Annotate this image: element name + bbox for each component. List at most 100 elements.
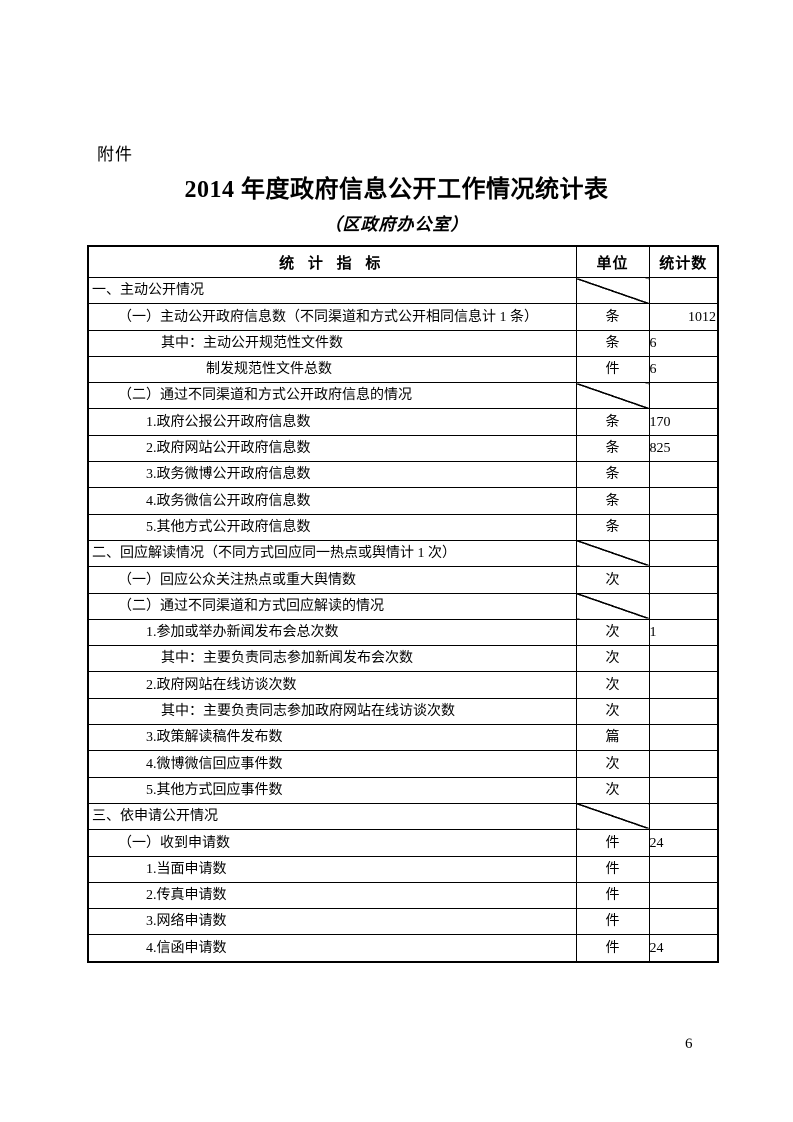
unit-cell: 次 [575,776,650,804]
indicator-cell: （一）收到申请数 [87,829,577,857]
page-title: 2014 年度政府信息公开工作情况统计表 [184,177,609,203]
unit-cell: 条 [575,408,650,436]
table-row: 其中：主要负责同志参加政府网站在线访谈次数 次 [87,697,719,726]
count-cell [648,382,719,410]
indicator-cell: 2.政府网站在线访谈次数 [87,671,577,699]
table-row: 5.其他方式回应事件数 次 [87,776,719,804]
unit-cell: 次 [575,671,650,699]
count-cell: 24 [648,934,719,963]
count-cell: 6 [648,329,719,357]
indicator-cell: 其中：主要负责同志参加新闻发布会次数 [87,645,577,673]
indicator-cell: 一、主动公开情况 [87,276,577,305]
indicator-cell: 制发规范性文件总数 [87,355,577,384]
table-row: 2.传真申请数 件 [87,881,719,910]
unit-cell [575,539,650,568]
count-cell [648,724,719,752]
table-row: 4.政务微信公开政府信息数 条 [87,487,719,515]
unit-cell [575,382,650,410]
table-row: 一、主动公开情况 [87,276,719,305]
table-row: 三、依申请公开情况 [87,802,719,831]
column-header-unit: 单位 [575,245,650,278]
page-number: 6 [685,1036,693,1052]
unit-cell: 件 [575,855,650,883]
indicator-cell: 1.政府公报公开政府信息数 [87,408,577,436]
unit-cell: 次 [575,566,650,594]
count-cell: 1012 [648,303,719,331]
indicator-cell: 2.政府网站公开政府信息数 [87,434,577,463]
table-row: 4.信函申请数 件 24 [87,934,719,963]
table-row: 5.其他方式公开政府信息数 条 [87,513,719,541]
unit-cell: 篇 [575,724,650,752]
indicator-cell: 5.其他方式回应事件数 [87,776,577,804]
table-row: 3.政策解读稿件发布数 篇 [87,724,719,752]
table-row: 其中：主要负责同志参加新闻发布会次数 次 [87,645,719,673]
unit-cell: 条 [575,329,650,357]
unit-cell: 件 [575,355,650,384]
table-row: 3.网络申请数 件 [87,908,719,936]
table-row: 1.当面申请数 件 [87,855,719,883]
count-cell [648,487,719,515]
table-row: 其中：主动公开规范性文件数 条 6 [87,329,719,357]
table-row: 3.政务微博公开政府信息数 条 [87,461,719,489]
indicator-cell: 其中：主要负责同志参加政府网站在线访谈次数 [87,697,577,726]
count-cell [648,750,719,778]
count-cell: 6 [648,355,719,384]
unit-cell: 次 [575,750,650,778]
table-row: （一）收到申请数 件 24 [87,829,719,857]
unit-cell: 条 [575,434,650,463]
unit-cell [575,802,650,831]
count-cell [648,697,719,726]
table-row: （二）通过不同渠道和方式公开政府信息的情况 [87,382,719,410]
indicator-cell: 5.其他方式公开政府信息数 [87,513,577,541]
count-cell [648,802,719,831]
unit-cell: 件 [575,934,650,963]
unit-cell: 条 [575,487,650,515]
table-row: 2.政府网站在线访谈次数 次 [87,671,719,699]
indicator-cell: 4.政务微信公开政府信息数 [87,487,577,515]
table-row: 2.政府网站公开政府信息数 条 825 [87,434,719,463]
indicator-cell: 1.当面申请数 [87,855,577,883]
unit-cell: 件 [575,881,650,910]
indicator-cell: 3.政策解读稿件发布数 [87,724,577,752]
attachment-label: 附件 [97,145,133,164]
count-cell [648,592,719,620]
indicator-cell: 三、依申请公开情况 [87,802,577,831]
table-row: （一）主动公开政府信息数（不同渠道和方式公开相同信息计 1 条） 条 1012 [87,303,719,331]
table-header-row: 统 计 指 标 单位 统计数 [87,245,719,278]
indicator-cell: （一）主动公开政府信息数（不同渠道和方式公开相同信息计 1 条） [87,303,577,331]
count-cell [648,539,719,568]
table-row: （二）通过不同渠道和方式回应解读的情况 [87,592,719,620]
table-row: 1.参加或举办新闻发布会总次数 次 1 [87,618,719,647]
column-header-indicator: 统 计 指 标 [87,245,577,278]
indicator-cell: 4.信函申请数 [87,934,577,963]
table-row: 4.微博微信回应事件数 次 [87,750,719,778]
table-row: 1.政府公报公开政府信息数 条 170 [87,408,719,436]
count-cell: 825 [648,434,719,463]
count-cell [648,908,719,936]
unit-cell [575,592,650,620]
count-cell [648,276,719,305]
count-cell [648,645,719,673]
unit-cell: 次 [575,697,650,726]
indicator-cell: （二）通过不同渠道和方式回应解读的情况 [87,592,577,620]
unit-cell [575,276,650,305]
indicator-cell: （一）回应公众关注热点或重大舆情数 [87,566,577,594]
table-row: （一）回应公众关注热点或重大舆情数 次 [87,566,719,594]
indicator-cell: 二、回应解读情况（不同方式回应同一热点或舆情计 1 次） [87,539,577,568]
count-cell: 1 [648,618,719,647]
indicator-cell: 4.微博微信回应事件数 [87,750,577,778]
unit-cell: 件 [575,908,650,936]
unit-cell: 条 [575,513,650,541]
count-cell [648,513,719,541]
count-cell [648,881,719,910]
unit-cell: 次 [575,645,650,673]
count-cell [648,855,719,883]
count-cell [648,566,719,594]
count-cell [648,776,719,804]
table-row: 二、回应解读情况（不同方式回应同一热点或舆情计 1 次） [87,539,719,568]
unit-cell: 件 [575,829,650,857]
statistics-table: 统 计 指 标 单位 统计数 一、主动公开情况 （一）主动公开政府信息数（不同渠… [87,245,719,963]
indicator-cell: 2.传真申请数 [87,881,577,910]
count-cell: 170 [648,408,719,436]
